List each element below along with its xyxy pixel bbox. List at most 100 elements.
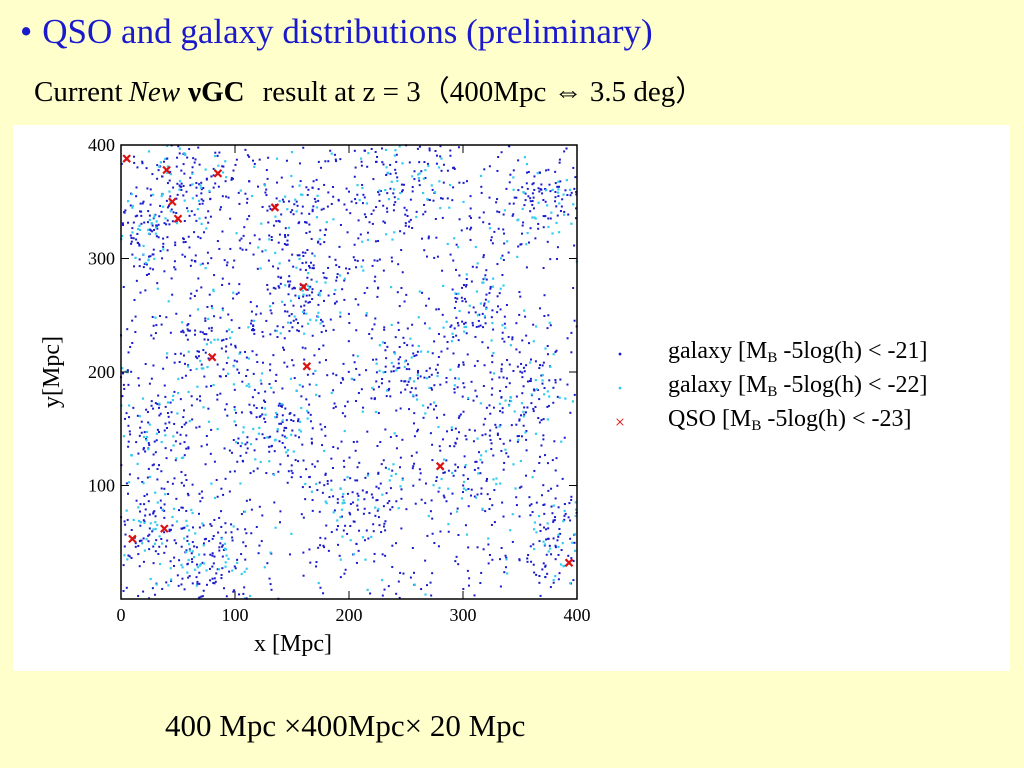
galaxy-point — [531, 511, 534, 514]
galaxy-point — [435, 479, 438, 482]
galaxy-point — [450, 429, 453, 432]
galaxy-point — [427, 297, 430, 300]
subtitle: Current New νGC result at z = 3（400Mpc ⇔ 3.… — [34, 78, 704, 107]
galaxy-point — [140, 214, 143, 217]
galaxy-point — [150, 377, 153, 380]
galaxy-point — [150, 334, 153, 337]
galaxy-point — [296, 322, 299, 325]
galaxy-point — [240, 442, 244, 445]
galaxy-point — [324, 473, 327, 476]
galaxy-point — [195, 181, 198, 184]
galaxy-point — [498, 376, 501, 379]
galaxy-point — [253, 388, 256, 391]
galaxy-point — [447, 487, 450, 490]
galaxy-point — [166, 144, 169, 147]
galaxy-point — [317, 188, 320, 191]
galaxy-point — [563, 436, 566, 439]
galaxy-point — [339, 576, 342, 579]
galaxy-point — [268, 305, 272, 308]
galaxy-point — [216, 393, 219, 396]
galaxy-point — [127, 351, 130, 354]
galaxy-point — [191, 172, 194, 175]
galaxy-point — [462, 410, 465, 413]
galaxy-point — [318, 395, 321, 398]
galaxy-point — [227, 196, 230, 199]
subtitle-nugc: νGC — [188, 76, 245, 108]
galaxy-point — [449, 512, 452, 515]
galaxy-point — [505, 566, 508, 569]
galaxy-point — [181, 566, 184, 569]
galaxy-point — [415, 354, 418, 357]
galaxy-point — [484, 298, 487, 301]
galaxy-point — [221, 284, 224, 287]
galaxy-point — [466, 569, 469, 572]
galaxy-point — [549, 217, 552, 220]
galaxy-point — [164, 395, 167, 398]
galaxy-point — [140, 420, 143, 423]
galaxy-point — [290, 174, 293, 178]
legend-marker-galaxy-22: · — [616, 376, 624, 402]
galaxy-point — [166, 219, 169, 222]
galaxy-point — [248, 594, 252, 598]
galaxy-point — [504, 448, 507, 451]
galaxy-point — [353, 149, 356, 152]
galaxy-point — [311, 208, 314, 211]
galaxy-point — [195, 546, 198, 549]
galaxy-point — [387, 198, 391, 201]
galaxy-point — [317, 546, 320, 549]
galaxy-point — [199, 184, 202, 187]
galaxy-point — [462, 474, 465, 477]
galaxy-point — [182, 416, 185, 419]
galaxy-point — [284, 310, 287, 313]
galaxy-point — [128, 555, 131, 558]
galaxy-point — [188, 549, 192, 552]
galaxy-point — [472, 440, 475, 443]
galaxy-point — [389, 187, 392, 190]
galaxy-point — [373, 280, 376, 283]
galaxy-point — [133, 298, 136, 301]
galaxy-point — [427, 164, 430, 168]
galaxy-point — [185, 478, 188, 481]
galaxy-point — [163, 531, 166, 534]
galaxy-point — [184, 153, 187, 156]
galaxy-point — [221, 165, 224, 168]
galaxy-point — [207, 420, 211, 423]
galaxy-point — [261, 331, 264, 334]
galaxy-point — [505, 556, 508, 559]
galaxy-point — [148, 382, 151, 385]
galaxy-point — [147, 467, 150, 470]
x-tick-label: 0 — [117, 605, 126, 625]
galaxy-point — [284, 195, 287, 198]
galaxy-point — [343, 203, 346, 206]
galaxy-point — [272, 265, 275, 268]
galaxy-point — [460, 497, 464, 500]
galaxy-point — [472, 306, 475, 309]
galaxy-point — [418, 290, 421, 293]
galaxy-point — [155, 432, 159, 435]
galaxy-point — [224, 477, 227, 480]
galaxy-point — [151, 193, 155, 196]
galaxy-point — [560, 205, 563, 208]
galaxy-point — [290, 469, 293, 472]
galaxy-point — [548, 379, 551, 382]
galaxy-point — [325, 329, 328, 332]
galaxy-point — [514, 487, 517, 490]
galaxy-point — [519, 295, 522, 298]
galaxy-point — [273, 439, 277, 442]
galaxy-point — [199, 500, 202, 503]
galaxy-point — [183, 199, 186, 202]
galaxy-point — [168, 223, 171, 226]
galaxy-point — [488, 292, 491, 295]
galaxy-point — [401, 438, 404, 441]
galaxy-point — [521, 339, 524, 342]
x-tick-label: 100 — [222, 605, 249, 625]
galaxy-point — [550, 211, 553, 214]
galaxy-point — [220, 510, 223, 513]
galaxy-point — [345, 267, 348, 270]
galaxy-point — [127, 416, 130, 419]
galaxy-point — [246, 436, 249, 439]
galaxy-point — [285, 243, 288, 246]
galaxy-point — [261, 406, 264, 409]
galaxy-point — [335, 300, 338, 303]
galaxy-point — [506, 359, 509, 362]
